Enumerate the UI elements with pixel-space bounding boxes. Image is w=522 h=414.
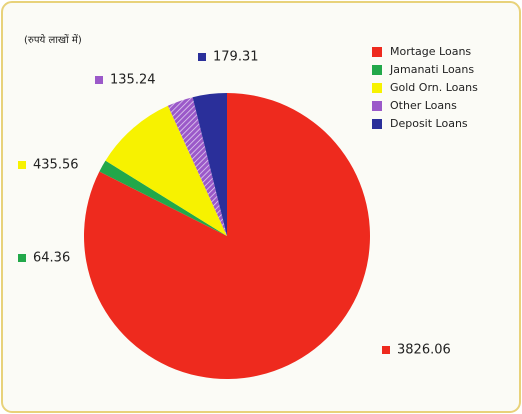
data-label: 135.24 <box>110 73 156 88</box>
legend-label: Mortage Loans <box>390 45 471 58</box>
legend-label: Other Loans <box>390 99 457 112</box>
data-label: 435.56 <box>33 158 79 173</box>
data-label: 3826.06 <box>397 343 451 358</box>
legend-swatch <box>372 83 382 93</box>
label-marker <box>382 346 390 354</box>
pie-slice <box>105 105 227 236</box>
pie-slice <box>167 97 227 236</box>
label-marker <box>18 161 26 169</box>
label-marker <box>198 53 206 61</box>
legend-swatch <box>372 119 382 129</box>
pie-slice <box>99 160 227 236</box>
data-label: 179.31 <box>213 50 259 65</box>
legend-label: Jamanati Loans <box>389 63 474 76</box>
data-label: 64.36 <box>33 251 70 266</box>
legend-swatch <box>372 47 382 57</box>
legend-swatch <box>372 101 382 111</box>
label-marker <box>95 76 103 84</box>
pie-slice <box>192 93 227 236</box>
legend-label: Deposit Loans <box>390 117 468 130</box>
legend-label: Gold Orn. Loans <box>390 81 478 94</box>
legend-swatch <box>372 65 382 75</box>
label-marker <box>18 254 26 262</box>
subtitle: (रुपये लाखों में) <box>24 34 82 46</box>
